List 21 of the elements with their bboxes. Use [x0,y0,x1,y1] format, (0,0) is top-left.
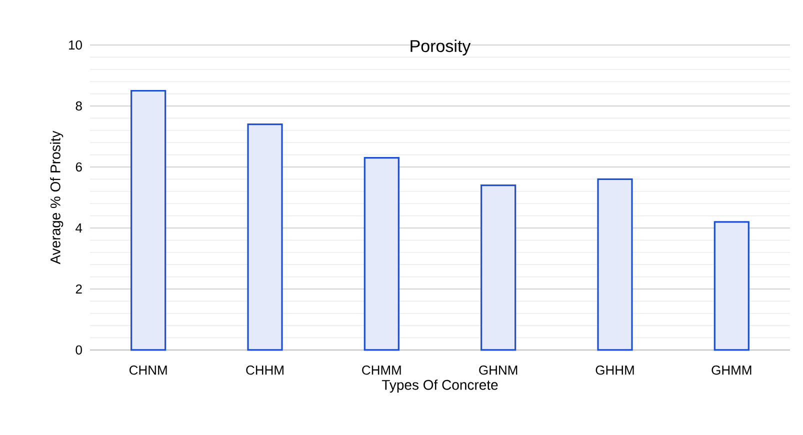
y-tick-label: 4 [76,224,82,232]
x-tick-label: CHNM [130,366,167,375]
x-axis-title: Types Of Concrete [382,380,498,393]
y-tick-label: 10 [69,40,82,50]
bar [480,184,516,351]
y-tick-label: 2 [76,284,82,294]
bar [364,157,400,351]
chart-title: Porosity [410,40,471,56]
y-tick-label: 0 [76,345,82,355]
x-tick-label: GHMM [712,366,752,375]
y-axis-title: Average % Of Prosity [50,130,64,264]
bar [247,123,283,351]
bar [130,90,166,351]
bar [714,221,750,351]
x-tick-label: CHHM [246,366,284,375]
y-tick-label: 8 [76,101,82,111]
bar [597,178,633,351]
x-tick-label: GHHM [596,366,634,375]
x-tick-label: CHMM [362,366,401,375]
y-tick-label: 6 [76,162,82,172]
x-tick-label: GHNM [479,366,518,375]
